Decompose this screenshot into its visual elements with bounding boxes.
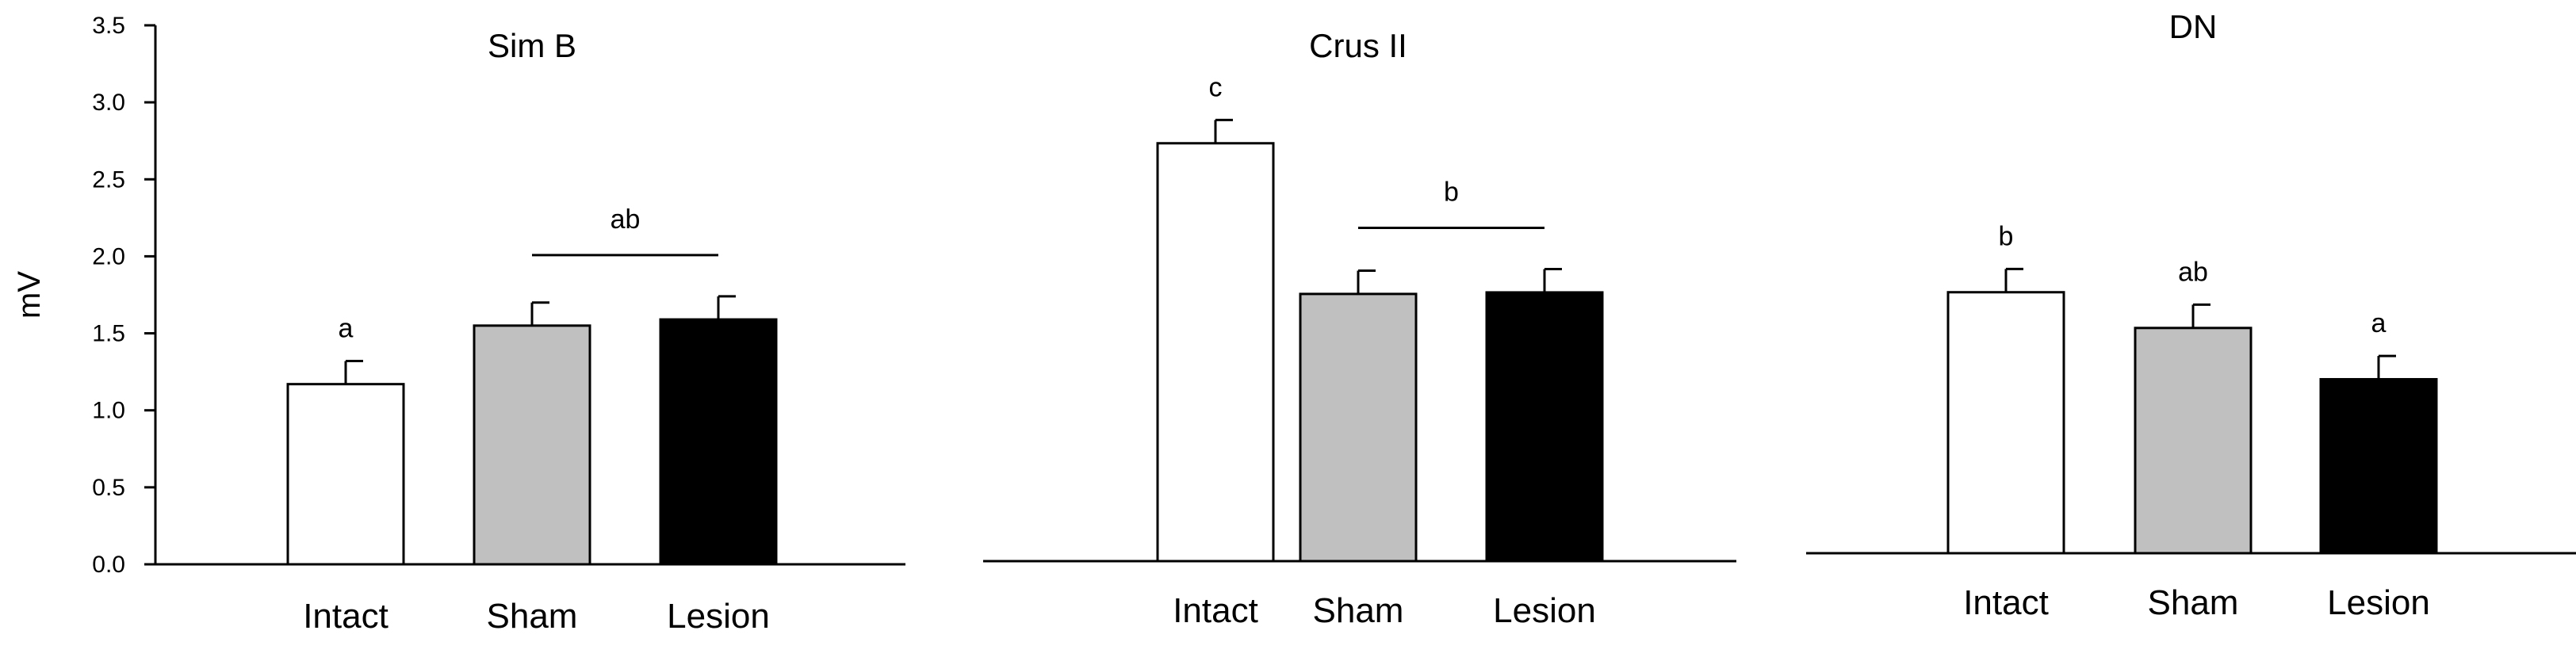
panel1-ytick-label-3: 1.5 <box>92 321 125 347</box>
panel1-ytick-label-5: 2.5 <box>92 166 125 193</box>
panel1-ytick-label-2: 1.0 <box>92 398 125 424</box>
panel1-ytick-label-0: 0.0 <box>92 552 125 578</box>
panel1-ytick-label-4: 2.0 <box>92 243 125 269</box>
panel1-sig-label-1: ab <box>611 204 641 235</box>
panel2-category-label-intact: Intact <box>1173 591 1258 630</box>
panel1-bar-intact <box>286 383 405 566</box>
panel2-bar-sham <box>1299 292 1418 563</box>
panel1-category-label-sham: Sham <box>487 597 578 636</box>
panel3-sig-label-1: ab <box>2178 257 2208 287</box>
panel2-sig-label-0: c <box>1209 72 1223 102</box>
panel2-title: Crus II <box>1309 27 1407 64</box>
panel1-title: Sim B <box>488 27 576 64</box>
panel1-bar-sham <box>473 324 591 566</box>
panel3-category-label-sham: Sham <box>2148 583 2239 622</box>
panel1-category-label-lesion: Lesion <box>667 597 770 636</box>
panel2-category-label-lesion: Lesion <box>1493 591 1596 630</box>
panel1-bar-lesion <box>659 318 778 566</box>
panel3-category-label-intact: Intact <box>1963 583 2049 622</box>
panel1-ytick-label-6: 3.0 <box>92 90 125 116</box>
panel1-ylabel: mV <box>12 271 47 319</box>
panel3-bar-sham <box>2134 327 2253 555</box>
panel2-sig-label-1: b <box>1444 178 1459 208</box>
panel3-category-label-lesion: Lesion <box>2327 583 2430 622</box>
panel2-category-label-sham: Sham <box>1313 591 1404 630</box>
panel3-bar-intact <box>1946 291 2065 555</box>
panel3-sig-label-0: b <box>1999 221 2014 251</box>
panel1-ytick-label-1: 0.5 <box>92 475 125 501</box>
panel3-bar-lesion <box>2319 377 2438 555</box>
panel1-sig-label-0: a <box>339 314 354 344</box>
panel3-sig-label-2: a <box>2371 308 2387 338</box>
panel3-title: DN <box>2169 8 2218 45</box>
panel1-category-label-intact: Intact <box>303 597 389 636</box>
panel2-bar-lesion <box>1485 291 1604 563</box>
panel2-bar-intact <box>1156 142 1275 563</box>
panel1-ytick-label-7: 3.5 <box>92 13 125 39</box>
